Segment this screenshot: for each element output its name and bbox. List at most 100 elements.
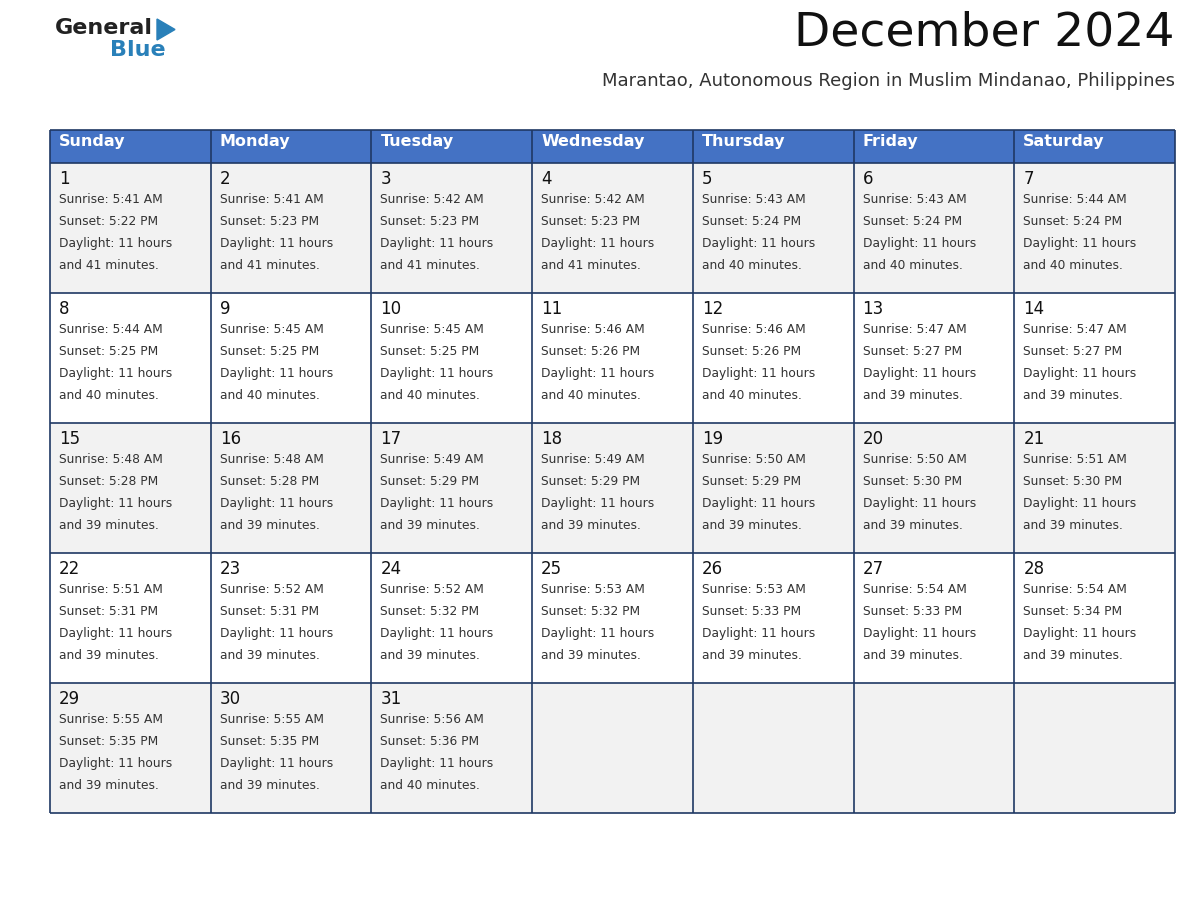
Bar — [532, 683, 693, 813]
Text: 31: 31 — [380, 690, 402, 708]
Text: Sunset: 5:28 PM: Sunset: 5:28 PM — [59, 475, 158, 488]
Text: 18: 18 — [542, 430, 562, 448]
Text: 3: 3 — [380, 170, 391, 188]
Text: Daylight: 11 hours: Daylight: 11 hours — [59, 757, 172, 770]
Text: Sunrise: 5:53 AM: Sunrise: 5:53 AM — [702, 583, 805, 596]
Text: Sunset: 5:32 PM: Sunset: 5:32 PM — [380, 605, 480, 618]
Bar — [532, 423, 693, 553]
Bar — [50, 553, 210, 683]
Text: and 39 minutes.: and 39 minutes. — [220, 519, 320, 532]
Text: Daylight: 11 hours: Daylight: 11 hours — [702, 627, 815, 640]
Text: 15: 15 — [59, 430, 80, 448]
Text: Sunrise: 5:53 AM: Sunrise: 5:53 AM — [542, 583, 645, 596]
Text: Daylight: 11 hours: Daylight: 11 hours — [380, 627, 494, 640]
Text: Sunrise: 5:49 AM: Sunrise: 5:49 AM — [542, 453, 645, 466]
Text: Sunrise: 5:56 AM: Sunrise: 5:56 AM — [380, 713, 485, 726]
Text: Sunset: 5:24 PM: Sunset: 5:24 PM — [862, 215, 962, 228]
Text: 16: 16 — [220, 430, 241, 448]
Text: 4: 4 — [542, 170, 551, 188]
Bar — [1015, 130, 1175, 163]
Text: Sunset: 5:35 PM: Sunset: 5:35 PM — [59, 735, 158, 748]
Text: Sunset: 5:27 PM: Sunset: 5:27 PM — [1023, 345, 1123, 358]
Text: Sunrise: 5:55 AM: Sunrise: 5:55 AM — [59, 713, 163, 726]
Text: Daylight: 11 hours: Daylight: 11 hours — [862, 497, 975, 510]
Text: 30: 30 — [220, 690, 241, 708]
Bar — [50, 423, 210, 553]
Text: Sunset: 5:26 PM: Sunset: 5:26 PM — [702, 345, 801, 358]
Bar — [210, 683, 372, 813]
Bar — [50, 683, 210, 813]
Text: Daylight: 11 hours: Daylight: 11 hours — [59, 237, 172, 250]
Text: 9: 9 — [220, 300, 230, 318]
Text: Sunrise: 5:46 AM: Sunrise: 5:46 AM — [702, 323, 805, 336]
Text: 29: 29 — [59, 690, 80, 708]
Text: 10: 10 — [380, 300, 402, 318]
Text: 28: 28 — [1023, 560, 1044, 578]
Text: Sunset: 5:31 PM: Sunset: 5:31 PM — [59, 605, 158, 618]
Text: and 41 minutes.: and 41 minutes. — [220, 259, 320, 272]
Text: Sunset: 5:30 PM: Sunset: 5:30 PM — [862, 475, 962, 488]
Text: Sunrise: 5:43 AM: Sunrise: 5:43 AM — [702, 193, 805, 206]
Text: Sunrise: 5:49 AM: Sunrise: 5:49 AM — [380, 453, 485, 466]
Text: and 39 minutes.: and 39 minutes. — [59, 649, 159, 662]
Bar — [372, 683, 532, 813]
Text: Daylight: 11 hours: Daylight: 11 hours — [702, 237, 815, 250]
Text: Monday: Monday — [220, 134, 290, 149]
Text: Daylight: 11 hours: Daylight: 11 hours — [380, 497, 494, 510]
Text: Sunrise: 5:54 AM: Sunrise: 5:54 AM — [1023, 583, 1127, 596]
Bar — [210, 553, 372, 683]
Text: Daylight: 11 hours: Daylight: 11 hours — [542, 497, 655, 510]
Text: Sunrise: 5:45 AM: Sunrise: 5:45 AM — [220, 323, 323, 336]
Text: 24: 24 — [380, 560, 402, 578]
Bar — [210, 293, 372, 423]
Text: 8: 8 — [59, 300, 70, 318]
Text: 7: 7 — [1023, 170, 1034, 188]
Text: and 39 minutes.: and 39 minutes. — [542, 519, 642, 532]
Text: Sunday: Sunday — [59, 134, 126, 149]
Text: Sunset: 5:33 PM: Sunset: 5:33 PM — [702, 605, 801, 618]
Text: Sunrise: 5:44 AM: Sunrise: 5:44 AM — [1023, 193, 1127, 206]
Bar — [693, 293, 853, 423]
Text: Daylight: 11 hours: Daylight: 11 hours — [542, 237, 655, 250]
Text: Daylight: 11 hours: Daylight: 11 hours — [220, 237, 333, 250]
Text: Daylight: 11 hours: Daylight: 11 hours — [380, 757, 494, 770]
Text: 20: 20 — [862, 430, 884, 448]
Bar — [853, 683, 1015, 813]
Text: and 40 minutes.: and 40 minutes. — [59, 389, 159, 402]
Text: 27: 27 — [862, 560, 884, 578]
Text: Daylight: 11 hours: Daylight: 11 hours — [1023, 367, 1137, 380]
Bar — [532, 130, 693, 163]
Text: and 40 minutes.: and 40 minutes. — [220, 389, 320, 402]
Text: 6: 6 — [862, 170, 873, 188]
Bar — [693, 553, 853, 683]
Text: Sunset: 5:36 PM: Sunset: 5:36 PM — [380, 735, 480, 748]
Bar — [1015, 423, 1175, 553]
Text: Daylight: 11 hours: Daylight: 11 hours — [1023, 237, 1137, 250]
Text: 25: 25 — [542, 560, 562, 578]
Text: Daylight: 11 hours: Daylight: 11 hours — [59, 497, 172, 510]
Text: Sunrise: 5:42 AM: Sunrise: 5:42 AM — [542, 193, 645, 206]
Text: Daylight: 11 hours: Daylight: 11 hours — [59, 627, 172, 640]
Text: Sunrise: 5:51 AM: Sunrise: 5:51 AM — [59, 583, 163, 596]
Bar — [853, 553, 1015, 683]
Text: Sunset: 5:23 PM: Sunset: 5:23 PM — [220, 215, 318, 228]
Text: Daylight: 11 hours: Daylight: 11 hours — [862, 237, 975, 250]
Text: Daylight: 11 hours: Daylight: 11 hours — [702, 497, 815, 510]
Text: 11: 11 — [542, 300, 562, 318]
Bar — [1015, 683, 1175, 813]
Text: Sunset: 5:31 PM: Sunset: 5:31 PM — [220, 605, 318, 618]
Text: December 2024: December 2024 — [795, 10, 1175, 55]
Bar — [693, 423, 853, 553]
Bar — [372, 423, 532, 553]
Text: and 39 minutes.: and 39 minutes. — [380, 519, 480, 532]
Text: and 39 minutes.: and 39 minutes. — [380, 649, 480, 662]
Text: Sunset: 5:29 PM: Sunset: 5:29 PM — [380, 475, 480, 488]
Text: Thursday: Thursday — [702, 134, 785, 149]
Bar — [372, 553, 532, 683]
Bar — [693, 130, 853, 163]
Text: Sunset: 5:35 PM: Sunset: 5:35 PM — [220, 735, 318, 748]
Text: Saturday: Saturday — [1023, 134, 1105, 149]
Bar — [1015, 553, 1175, 683]
Bar — [210, 163, 372, 293]
Text: Sunrise: 5:48 AM: Sunrise: 5:48 AM — [220, 453, 323, 466]
